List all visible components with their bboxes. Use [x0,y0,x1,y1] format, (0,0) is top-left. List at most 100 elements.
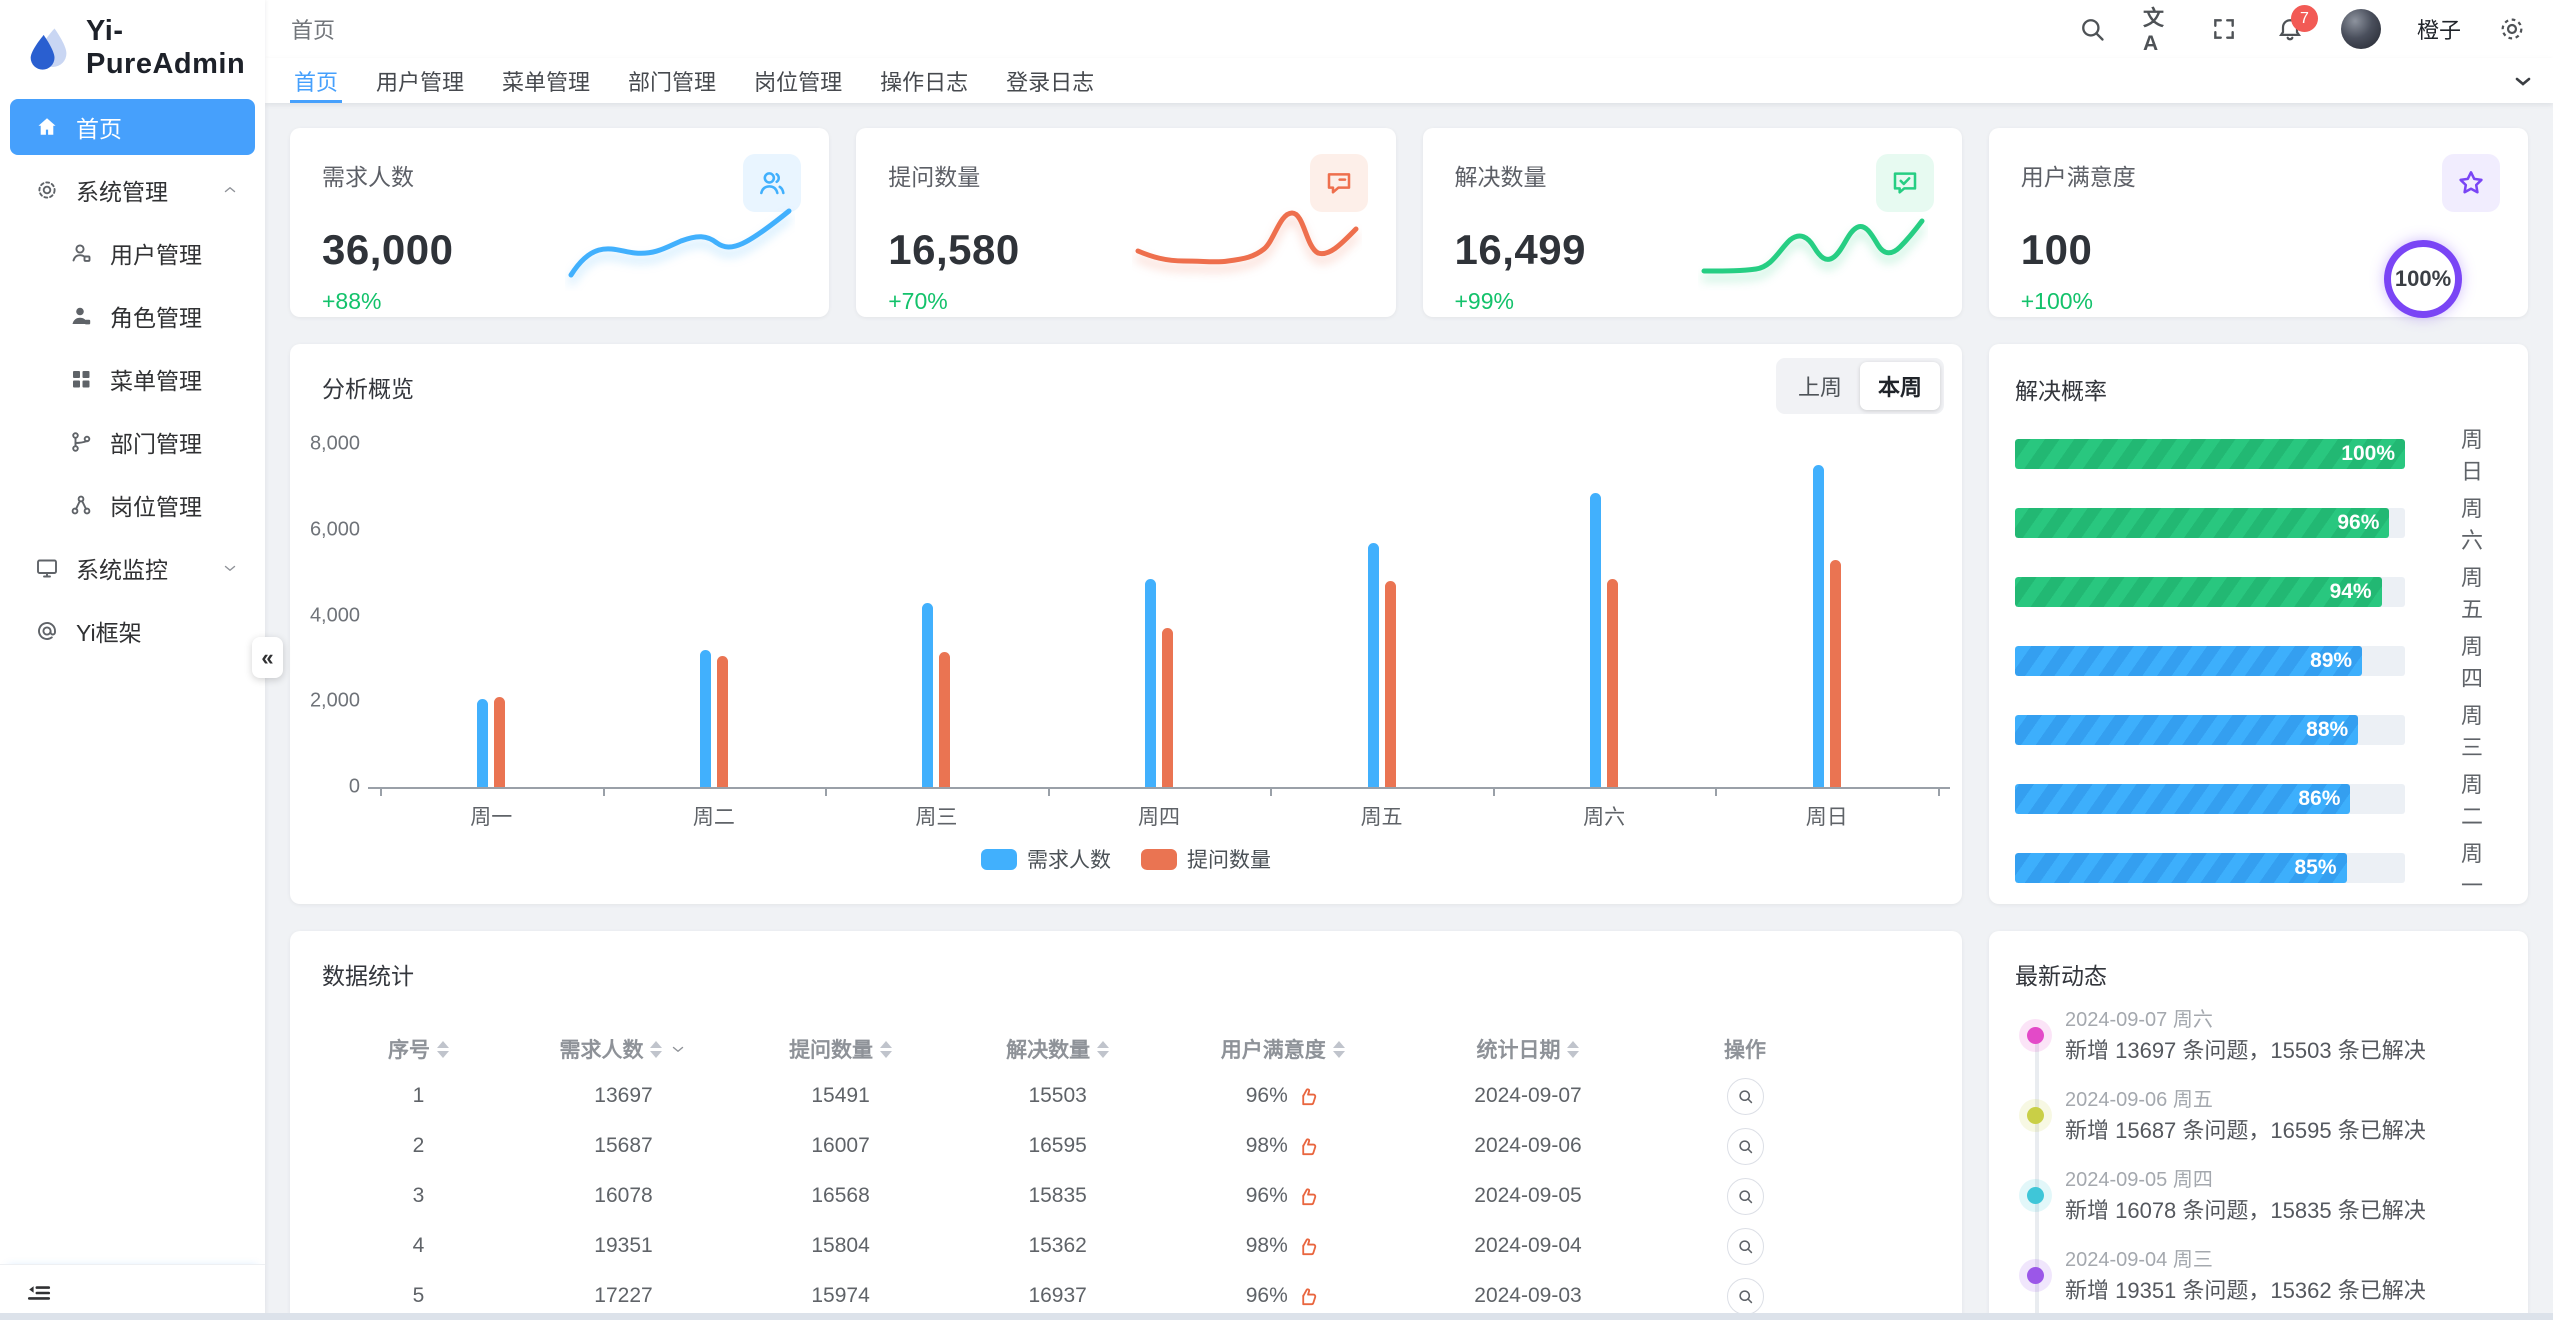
monitor-icon [34,555,60,581]
toggle-上周[interactable]: 上周 [1797,375,1842,400]
star-icon [2442,154,2500,212]
avatar[interactable] [2340,9,2381,49]
sidebar-item-系统管理[interactable]: 系统管理 [10,162,255,218]
home-icon [34,114,60,140]
collapse-sidebar-icon[interactable] [26,1280,52,1306]
sidebar-item-用户管理[interactable]: 用户管理 [10,225,255,281]
progress-track: 96% [2015,508,2405,538]
tabs-more-chevron-icon[interactable] [2511,58,2535,103]
legend-item-需求人数[interactable]: 需求人数 [981,844,1111,874]
translate-icon[interactable]: 文A [2142,7,2164,55]
view-detail-button[interactable] [1726,1277,1764,1315]
thumb-up-icon [1297,1135,1320,1158]
logo-row[interactable]: Yi-PureAdmin [0,0,265,95]
sidebar-item-label: 系统监控 [76,557,168,583]
timeline-text: 新增 19351 条问题，15362 条已解决 [2065,1278,2426,1303]
tab-用户管理[interactable]: 用户管理 [376,69,465,95]
sort-carets-icon[interactable] [1097,1040,1110,1058]
breadcrumb[interactable]: 首页 [291,18,336,43]
toggle-本周[interactable]: 本周 [1859,362,1940,410]
progress-row-周日: 100% 周日 [2015,422,2502,486]
view-detail-button[interactable] [1726,1127,1764,1165]
sidebar-item-label: 角色管理 [110,305,202,331]
sidebar-item-菜单管理[interactable]: 菜单管理 [10,351,255,407]
sidebar-item-部门管理[interactable]: 部门管理 [10,414,255,470]
filter-chevron-down-icon[interactable] [669,1040,687,1058]
stat-card-解决数量: 解决数量 16,499 +99% [1422,128,1962,317]
column-header-序号[interactable]: 序号 [322,1034,515,1064]
thumb-up-icon [1297,1285,1320,1308]
satisfaction-cell: 98% [1166,1234,1399,1258]
stat-card-delta: +88% [322,288,382,314]
sort-carets-icon[interactable] [1332,1040,1345,1058]
sidebar-item-label: 部门管理 [110,431,202,457]
sidebar-item-Yi框架[interactable]: Yi框架 [10,603,255,659]
sparkline-orange [1132,195,1362,291]
table-body: 1 13697 15491 15503 96% 2024-09-07 2 15687 16007… [322,1071,1930,1320]
bar-需求人数-周五 [1367,542,1379,787]
username[interactable]: 橙子 [2416,18,2461,43]
bar-提问数量-周四 [1162,628,1173,787]
sidebar-item-角色管理[interactable]: 角色管理 [10,288,255,344]
sort-carets-icon[interactable] [1567,1040,1580,1058]
sort-carets-icon[interactable] [436,1040,449,1058]
tabs-container: 首页 用户管理 菜单管理 部门管理 岗位管理 操作日志 登录日志 [290,58,1128,103]
table-cell: 15804 [811,1234,870,1257]
view-detail-button[interactable] [1726,1177,1764,1215]
progress-fill: 96% [2015,508,2390,538]
tab-登录日志[interactable]: 登录日志 [1006,69,1095,95]
timeline-text: 新增 15687 条问题，16595 条已解决 [2065,1118,2426,1143]
column-header-用户满意度[interactable]: 用户满意度 [1166,1034,1399,1064]
tab-菜单管理[interactable]: 菜单管理 [502,69,591,95]
sidebar-item-首页[interactable]: 首页 [10,99,255,155]
table-cell: 15974 [811,1284,870,1307]
view-detail-button[interactable] [1726,1077,1764,1115]
bar-提问数量-周三 [939,651,951,787]
column-header-提问数量[interactable]: 提问数量 [732,1034,949,1064]
bar-提问数量-周二 [716,656,728,787]
x-axis-tickmark [1715,787,1718,796]
actions-cell [1657,1127,1834,1165]
tab-操作日志[interactable]: 操作日志 [880,69,969,95]
gear-icon [34,177,60,203]
tab-首页[interactable]: 首页 [290,58,343,103]
table-cell: 3 [412,1184,425,1207]
collapse-fab-button[interactable]: « [252,637,283,678]
sidebar-item-岗位管理[interactable]: 岗位管理 [10,477,255,533]
sort-carets-icon[interactable] [650,1040,663,1058]
notification-bell-icon[interactable]: 7 [2275,5,2318,44]
progress-row-周二: 86% 周二 [2015,767,2502,831]
tab-部门管理[interactable]: 部门管理 [628,69,717,95]
table-cell: 2 [412,1134,425,1157]
activity-title: 最新动态 [2015,963,2107,989]
sidebar-item-系统监控[interactable]: 系统监控 [10,540,255,596]
table-row: 5 17227 15974 16937 96% 2024-09-03 [322,1271,1930,1320]
fullscreen-icon[interactable] [2209,14,2239,44]
progress-fill: 100% [2015,439,2405,469]
at-icon [34,618,60,644]
view-detail-button[interactable] [1726,1227,1764,1265]
stat-card-用户满意度: 用户满意度 100 +100% 100% [1988,128,2528,318]
sort-carets-icon[interactable] [880,1040,893,1058]
table-cell: 15491 [811,1084,870,1107]
column-header-需求人数[interactable]: 需求人数 [515,1034,732,1064]
timeline-date: 2024-09-07 周六 [2065,1009,2213,1031]
x-axis-tickmark [1047,787,1050,796]
column-header-统计日期[interactable]: 统计日期 [1399,1034,1656,1064]
table-cell: 5 [412,1284,425,1307]
progress-track: 94% [2015,577,2405,607]
settings-gear-icon[interactable] [2497,14,2527,44]
sparkline-green [1698,195,1928,291]
middle-row: 分析概览 上周 本周 8,000 6,000 4,000 2,000 0 周一 周二 周三 周四周… [290,344,2528,904]
data-table-card: 数据统计 序号 需求人数 提问数量 解决数量 用户满意度 统计日期 操作 1 13697 154… [290,931,1962,1320]
tab-岗位管理[interactable]: 岗位管理 [754,69,843,95]
legend-item-提问数量[interactable]: 提问数量 [1141,844,1271,874]
nodes-icon [68,492,94,518]
table-row: 4 19351 15804 15362 98% 2024-09-04 [322,1221,1930,1271]
activity-card: 最新动态 2024-09-07 周六 新增 13697 条问题，15503 条已… [1989,931,2528,1320]
search-icon[interactable] [2077,14,2107,44]
progress-track: 88% [2015,715,2405,745]
column-header-解决数量[interactable]: 解决数量 [949,1034,1166,1064]
legend-label: 需求人数 [1027,849,1111,872]
horizontal-scrollbar[interactable] [0,1313,2553,1320]
